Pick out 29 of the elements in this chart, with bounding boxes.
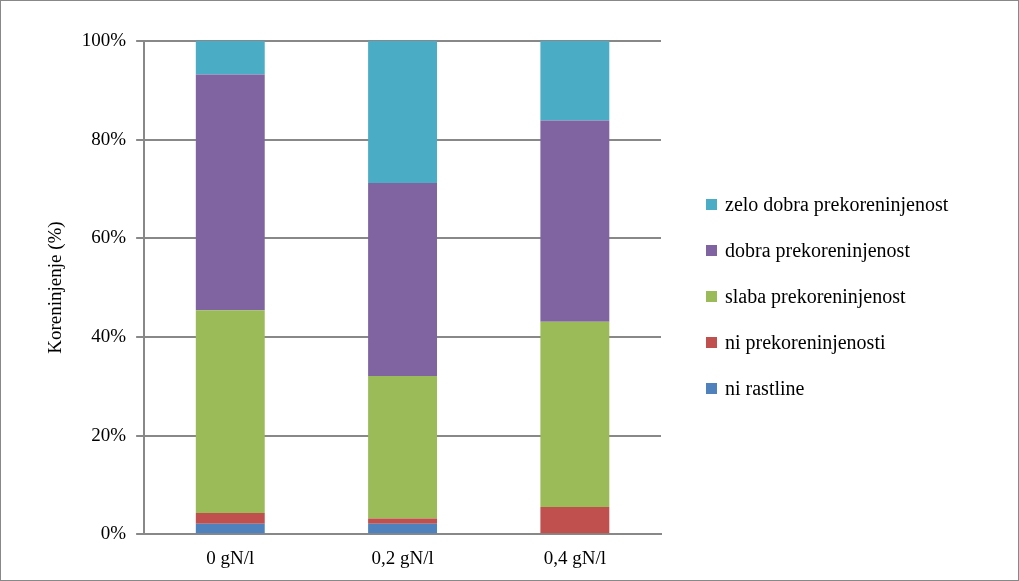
bar — [368, 183, 438, 376]
y-tick-label: 60% — [91, 226, 127, 248]
bar — [540, 321, 610, 508]
y-axis-title: Koreninjenje (%) — [44, 221, 67, 354]
bar — [195, 512, 265, 524]
y-tick-label: 20% — [91, 423, 127, 445]
y-tick-label: 40% — [91, 324, 127, 346]
bar — [540, 41, 610, 121]
y-tick-label: 80% — [91, 127, 127, 149]
bar — [195, 74, 265, 311]
bar — [368, 41, 438, 184]
bar — [540, 120, 610, 322]
bar — [195, 523, 265, 534]
legend-label: zelo dobra prekoreninjenost — [725, 192, 949, 216]
legend-label: ni prekoreninjenosti — [725, 330, 886, 354]
legend-label: dobra prekoreninjenost — [725, 238, 910, 262]
x-tick-label: 0,2 gN/l — [371, 546, 434, 568]
legend-label: ni rastline — [725, 376, 805, 400]
x-tick-label: 0 gN/l — [206, 546, 255, 568]
bar — [540, 507, 610, 534]
bar — [195, 41, 265, 75]
legend-label: slaba prekoreninjenost — [725, 284, 906, 308]
y-tick-label: 0% — [100, 522, 127, 544]
bar — [368, 523, 438, 534]
bar — [368, 375, 438, 519]
x-tick-label: 0,4 gN/l — [543, 546, 606, 568]
y-tick-label: 100% — [81, 28, 127, 50]
bar — [195, 310, 265, 513]
bar — [368, 518, 438, 524]
